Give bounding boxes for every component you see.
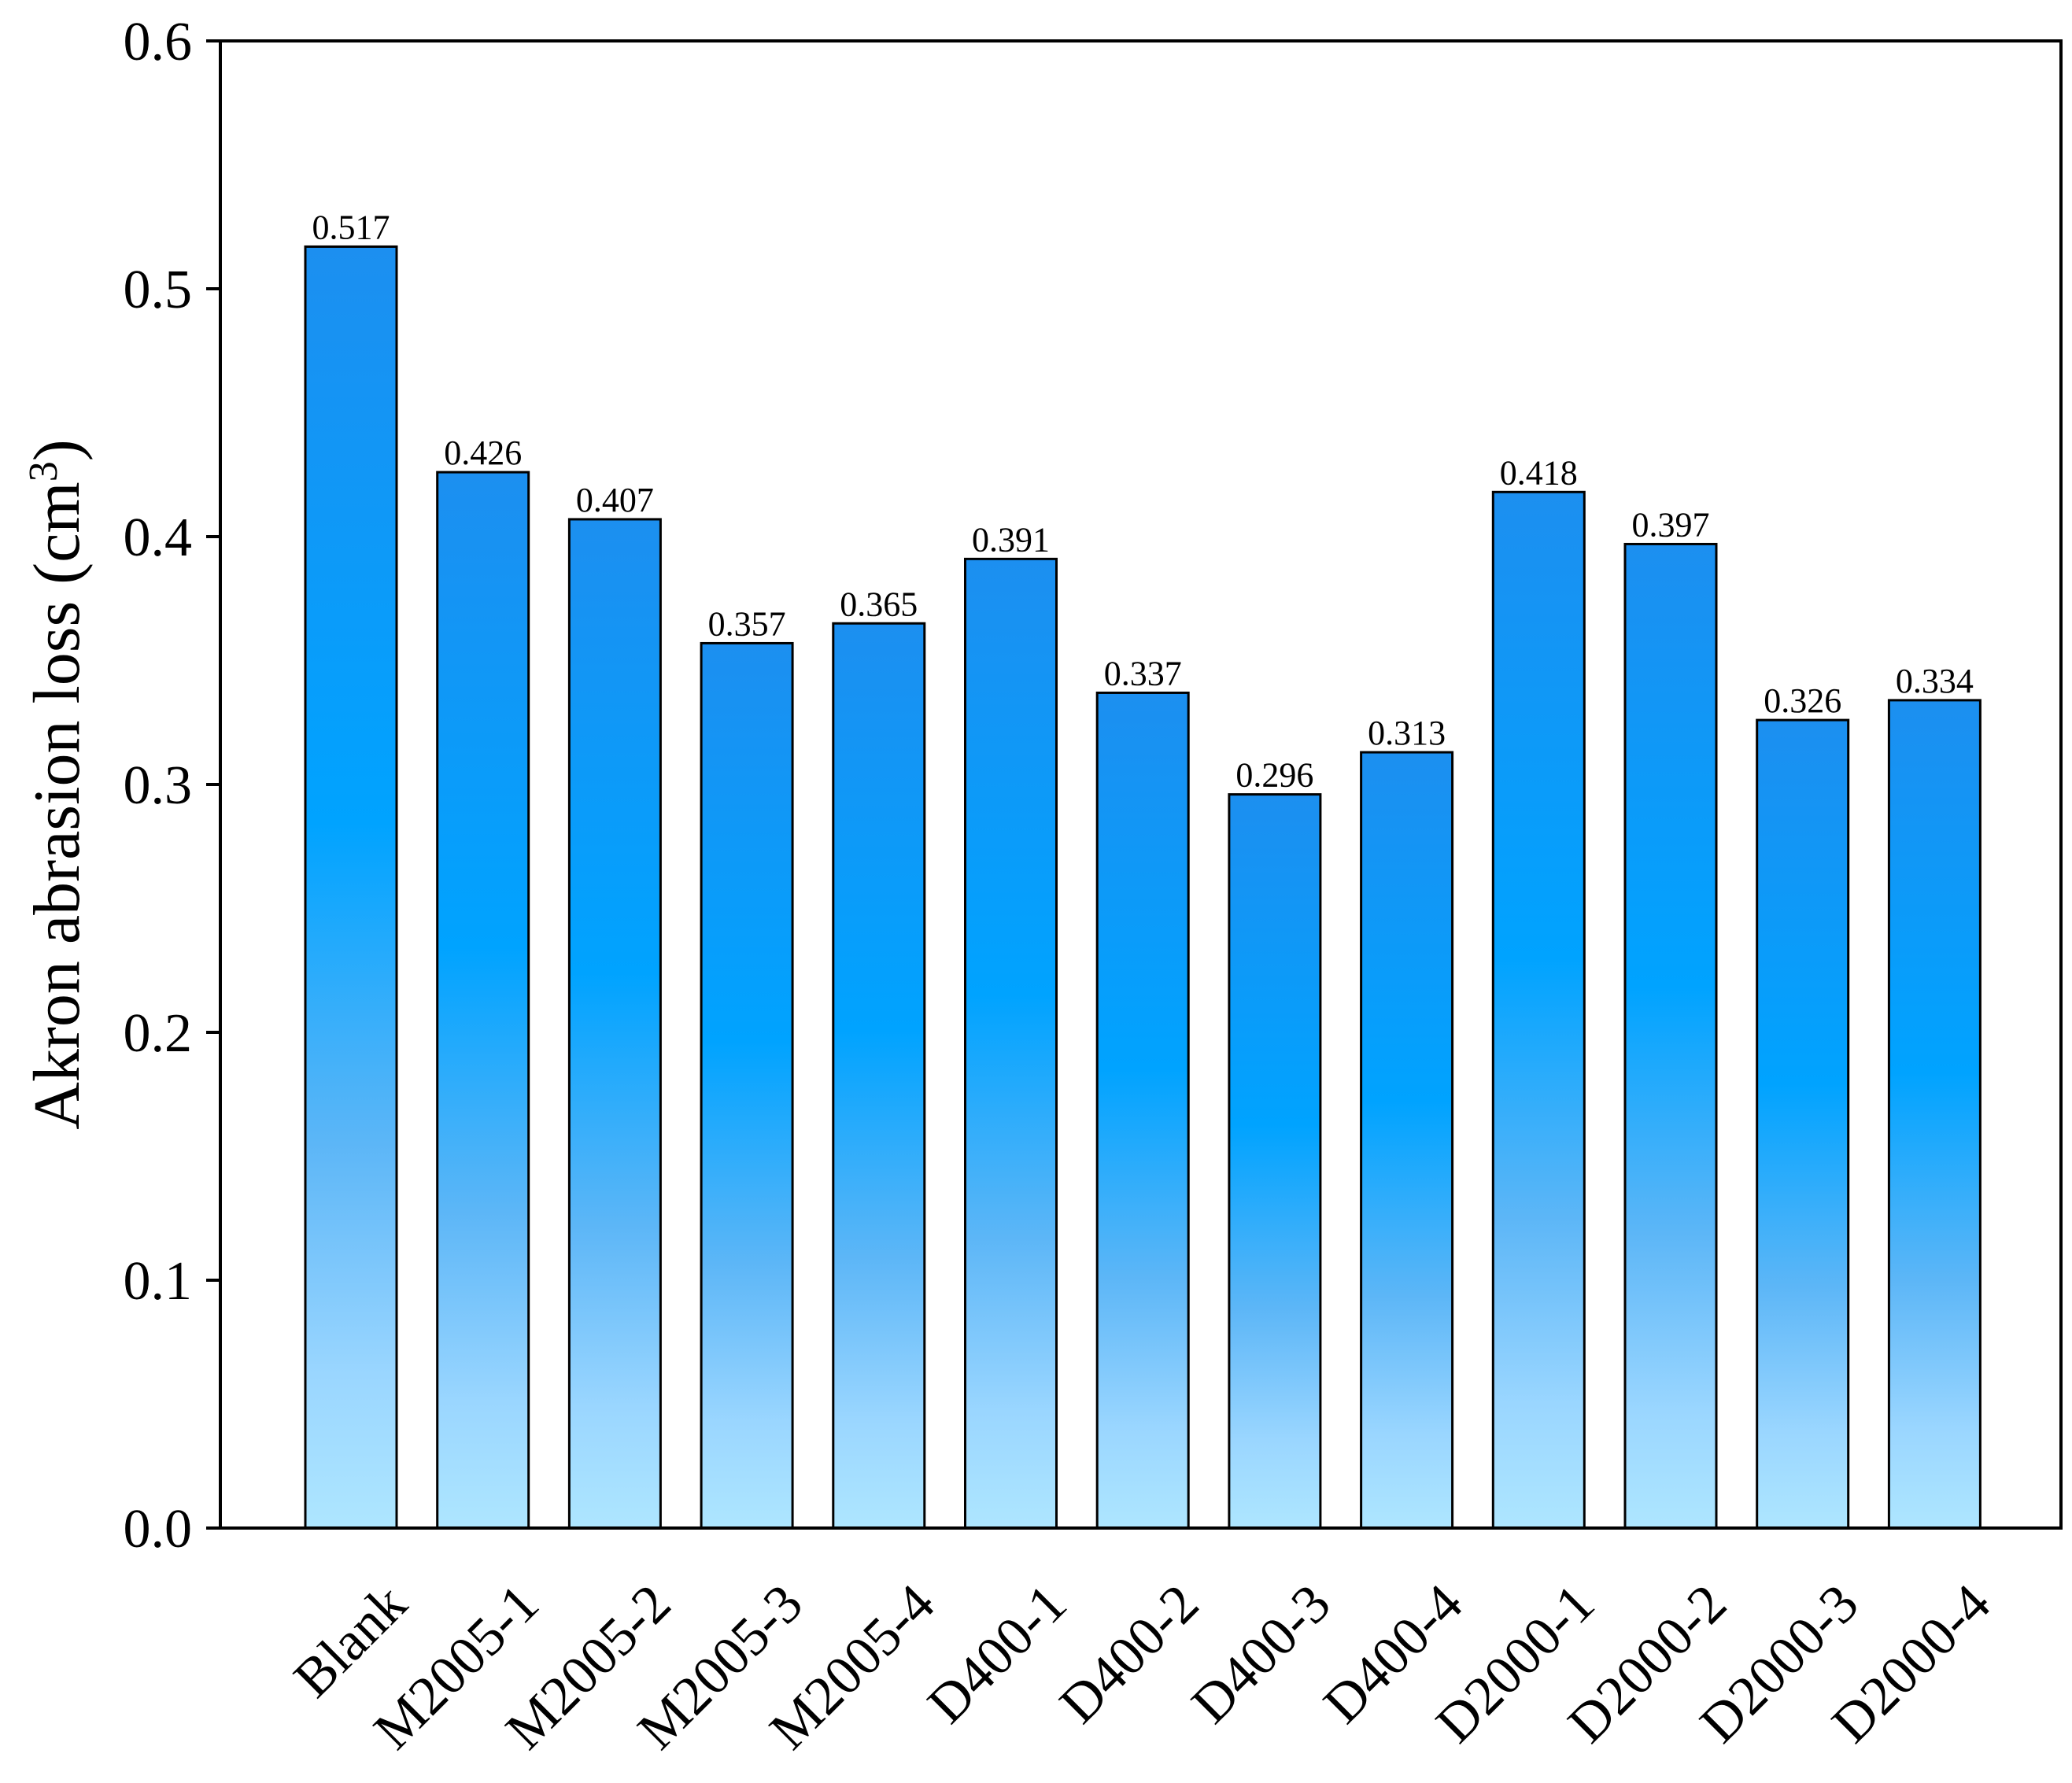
y-tick-label: 0.4 xyxy=(124,508,193,568)
data-label-d400-3: 0.296 xyxy=(1235,756,1313,795)
bar-d2000-2 xyxy=(1623,542,1718,1530)
y-axis-title-sup: 3 xyxy=(21,461,66,482)
x-tick-label-d400-1: D400-1 xyxy=(917,1573,1079,1735)
y-axis: 0.0 0.1 0.2 0.3 0.4 0.5 0.6 xyxy=(124,12,220,1560)
bar-d400-4 xyxy=(1360,751,1454,1530)
data-label-m2005-2: 0.407 xyxy=(576,481,654,519)
bar-m2005-4 xyxy=(832,622,926,1530)
y-tick-label: 0.6 xyxy=(124,12,193,72)
bar-d2000-1 xyxy=(1491,490,1586,1530)
bar-d400-2 xyxy=(1095,691,1190,1530)
y-axis-title-main: Akron abrasion loss (cm xyxy=(20,482,94,1130)
data-label-m2005-1: 0.426 xyxy=(444,434,522,472)
bar-blank xyxy=(304,245,398,1530)
bar-m2005-3 xyxy=(700,641,794,1530)
bars-group xyxy=(304,245,1982,1530)
y-tick-label: 0.1 xyxy=(124,1251,193,1312)
bar-d400-1 xyxy=(964,557,1058,1530)
y-axis-title-close: ) xyxy=(20,439,94,461)
y-tick-label: 0.2 xyxy=(124,1003,193,1064)
bar-d2000-3 xyxy=(1756,718,1850,1530)
bar-m2005-1 xyxy=(436,471,530,1530)
y-tick-label: 0.5 xyxy=(124,260,193,320)
data-label-d400-1: 0.391 xyxy=(972,520,1050,559)
data-label-blank: 0.517 xyxy=(312,208,390,246)
data-label-d2000-2: 0.397 xyxy=(1632,505,1710,544)
data-labels-group: 0.517 0.426 0.407 0.357 0.365 0.391 0.337 0.296… xyxy=(312,208,1974,794)
bar-m2005-2 xyxy=(567,518,662,1530)
data-label-d400-2: 0.337 xyxy=(1104,654,1182,692)
y-axis-title: Akron abrasion loss (cm3) xyxy=(20,439,94,1130)
data-label-d2000-1: 0.418 xyxy=(1500,453,1578,492)
data-label-d400-4: 0.313 xyxy=(1368,714,1446,752)
x-tick-label-d400-2: D400-2 xyxy=(1048,1573,1210,1735)
y-tick-label: 0.0 xyxy=(124,1499,193,1560)
x-axis: BlankM2005-1M2005-2M2005-3M2005-4D400-1D… xyxy=(283,1573,2002,1761)
bar-d400-3 xyxy=(1228,793,1322,1530)
data-label-m2005-4: 0.365 xyxy=(840,585,918,623)
bar-d2000-4 xyxy=(1887,699,1982,1530)
data-label-d2000-4: 0.334 xyxy=(1896,662,1974,700)
x-tick-label-d400-3: D400-3 xyxy=(1180,1573,1343,1735)
y-tick-label: 0.3 xyxy=(124,755,193,816)
data-label-d2000-3: 0.326 xyxy=(1764,681,1841,720)
data-label-m2005-3: 0.357 xyxy=(708,604,786,643)
